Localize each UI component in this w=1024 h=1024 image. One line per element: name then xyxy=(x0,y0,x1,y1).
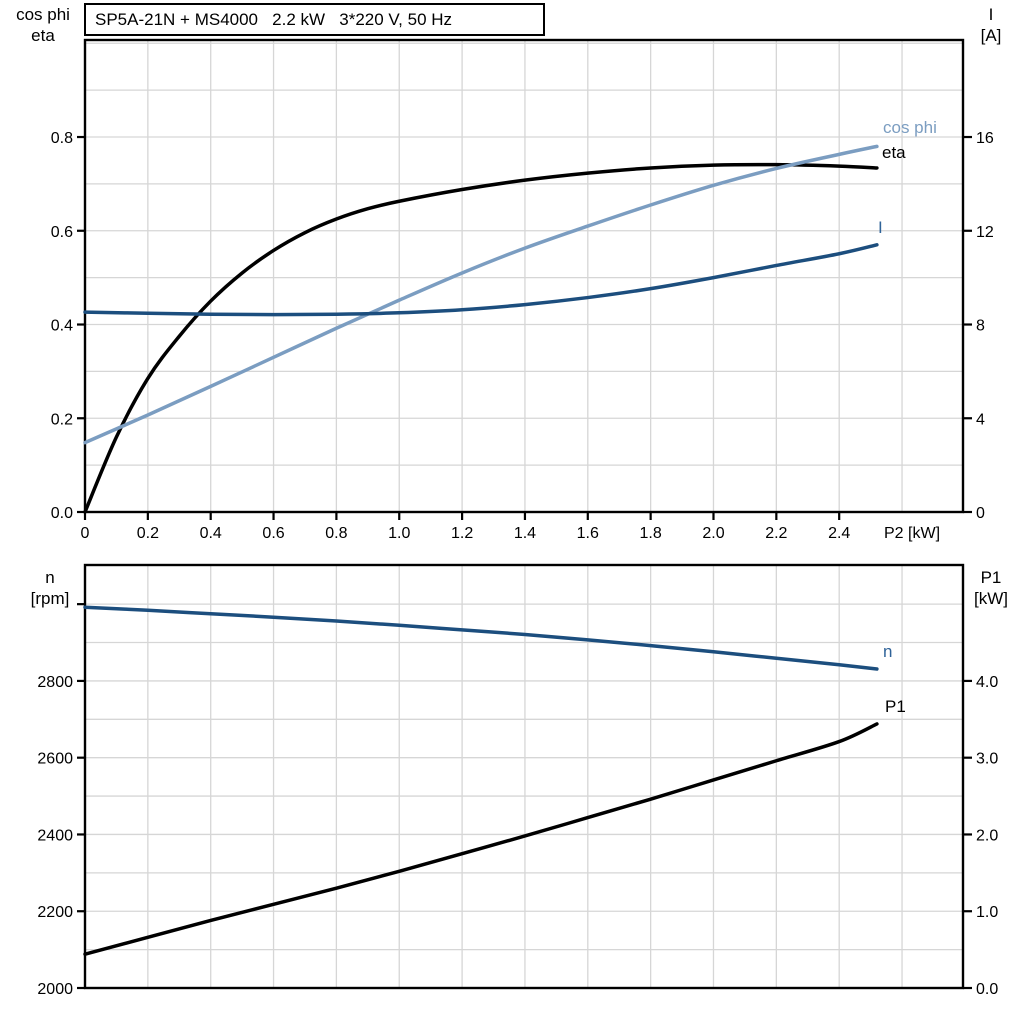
x-tick-label: 1.6 xyxy=(577,525,599,542)
x-tick-label: 2.0 xyxy=(702,525,724,542)
y-left-label-line2: [rpm] xyxy=(30,589,70,608)
x-tick-label: 0.4 xyxy=(200,525,222,542)
x-tick-label: 2.4 xyxy=(828,525,850,542)
cos_phi-curve-label: cos phi xyxy=(883,118,937,137)
x-tick-label: 0.6 xyxy=(262,525,284,542)
bottom-left-axis-header: n [rpm] xyxy=(18,567,82,609)
y-right-label-line1: I xyxy=(988,5,994,24)
y-right-tick-label: 3.0 xyxy=(976,751,998,768)
I-curve-label: I xyxy=(878,218,883,237)
x-tick-label: 1.8 xyxy=(640,525,662,542)
x-axis-label: P2 [kW] xyxy=(884,525,940,542)
I-curve xyxy=(83,243,879,317)
y-right-tick-label: 0.0 xyxy=(976,981,998,998)
y-right-label-line1: P1 xyxy=(980,568,1002,587)
y-left-tick-label: 2000 xyxy=(37,981,73,998)
y-right-tick-label: 1.0 xyxy=(976,904,998,921)
y-left-label-line2: eta xyxy=(31,26,55,45)
y-right-label-line2: [kW] xyxy=(974,589,1008,608)
y-left-tick-label: 2200 xyxy=(37,904,73,921)
y-right-tick-label: 16 xyxy=(976,130,994,147)
y-left-tick-label: 0.8 xyxy=(51,130,73,147)
plot-border xyxy=(83,38,965,514)
y-right-tick-label: 12 xyxy=(976,224,994,241)
y-right-tick-label: 2.0 xyxy=(976,827,998,844)
y-left-tick-label: 2800 xyxy=(37,674,73,691)
y-right-tick-label: 4.0 xyxy=(976,674,998,691)
P1-curve xyxy=(83,722,879,956)
x-tick-label: 0.2 xyxy=(137,525,159,542)
P1-curve-label: P1 xyxy=(885,697,906,716)
x-tick-label: 0 xyxy=(81,525,90,542)
y-left-tick-label: 0.0 xyxy=(51,505,73,522)
x-tick-label: 1.2 xyxy=(451,525,473,542)
bottom-right-axis-header: P1 [kW] xyxy=(962,567,1020,609)
x-tick-label: 1.0 xyxy=(388,525,410,542)
n-curve-label: n xyxy=(883,642,892,661)
eta-curve-label: eta xyxy=(882,143,906,162)
y-left-tick-label: 0.6 xyxy=(51,224,73,241)
y-left-label-line1: cos phi xyxy=(16,5,70,24)
y-right-tick-label: 8 xyxy=(976,318,985,335)
chart-title: SP5A-21N + MS4000 2.2 kW 3*220 V, 50 Hz xyxy=(95,9,453,29)
x-tick-label: 1.4 xyxy=(514,525,536,542)
n-curve xyxy=(83,605,879,671)
x-tick-label: 2.2 xyxy=(765,525,787,542)
y-right-tick-label: 4 xyxy=(976,411,985,428)
y-left-tick-label: 0.2 xyxy=(51,411,73,428)
y-right-label-line2: [A] xyxy=(980,26,1002,45)
y-left-tick-label: 2600 xyxy=(37,751,73,768)
cos_phi-curve xyxy=(83,144,879,445)
y-left-label-line1: n xyxy=(45,568,55,587)
plot-border xyxy=(83,563,965,990)
eta-curve xyxy=(83,162,879,514)
y-right-tick-label: 0 xyxy=(976,505,985,522)
y-left-tick-label: 2400 xyxy=(37,827,73,844)
y-left-tick-label: 0.4 xyxy=(51,318,73,335)
x-tick-label: 0.8 xyxy=(325,525,347,542)
top-left-axis-header: cos phi eta xyxy=(4,4,82,46)
title-box: SP5A-21N + MS4000 2.2 kW 3*220 V, 50 Hz xyxy=(84,3,545,36)
top-right-axis-header: I [A] xyxy=(964,4,1018,46)
